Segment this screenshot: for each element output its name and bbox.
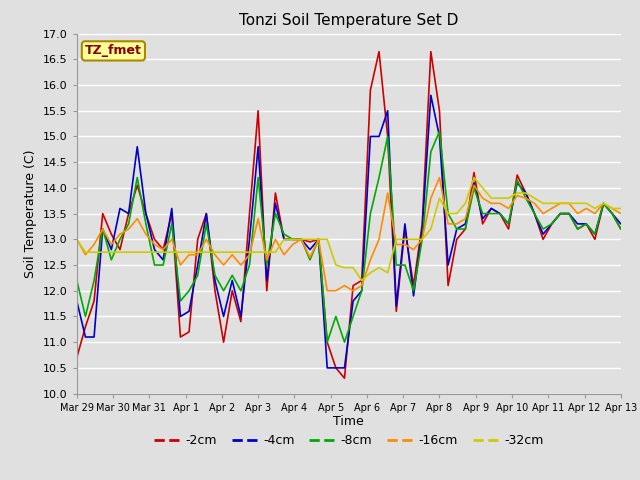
-32cm [358, 277, 365, 283]
-4cm [444, 262, 452, 268]
-2cm [142, 211, 150, 216]
-8cm [349, 313, 357, 319]
Title: Tonzi Soil Temperature Set D: Tonzi Soil Temperature Set D [239, 13, 458, 28]
-16cm [384, 190, 392, 196]
-8cm [436, 129, 444, 134]
-16cm [444, 221, 452, 227]
Line: -32cm: -32cm [77, 178, 621, 280]
Line: -4cm: -4cm [77, 96, 621, 368]
Y-axis label: Soil Temperature (C): Soil Temperature (C) [24, 149, 38, 278]
-16cm [298, 237, 305, 242]
-32cm [470, 175, 478, 180]
-32cm [617, 205, 625, 211]
-16cm [617, 211, 625, 216]
-32cm [384, 270, 392, 276]
-2cm [375, 49, 383, 55]
-16cm [427, 195, 435, 201]
-8cm [444, 211, 452, 216]
-16cm [349, 288, 357, 294]
-16cm [323, 288, 331, 294]
-4cm [349, 298, 357, 304]
-2cm [444, 283, 452, 288]
X-axis label: Time: Time [333, 415, 364, 429]
-4cm [436, 133, 444, 139]
-8cm [323, 339, 331, 345]
-16cm [142, 231, 150, 237]
-2cm [349, 283, 357, 288]
-32cm [340, 264, 348, 270]
Line: -16cm: -16cm [77, 178, 621, 291]
-2cm [617, 226, 625, 232]
-16cm [73, 237, 81, 242]
-8cm [298, 237, 305, 242]
Text: TZ_fmet: TZ_fmet [85, 44, 142, 58]
-32cm [427, 226, 435, 232]
-8cm [384, 133, 392, 139]
-8cm [73, 277, 81, 283]
-4cm [298, 237, 305, 242]
-2cm [298, 237, 305, 242]
-4cm [142, 211, 150, 216]
Line: -2cm: -2cm [77, 52, 621, 378]
-4cm [617, 221, 625, 227]
-2cm [392, 309, 400, 314]
-8cm [617, 226, 625, 232]
-32cm [142, 249, 150, 255]
-4cm [73, 298, 81, 304]
-4cm [384, 108, 392, 114]
-32cm [73, 237, 81, 242]
-16cm [436, 175, 444, 180]
-4cm [323, 365, 331, 371]
Line: -8cm: -8cm [77, 132, 621, 342]
-32cm [436, 195, 444, 201]
-4cm [427, 93, 435, 98]
-2cm [436, 108, 444, 114]
-32cm [298, 237, 305, 242]
-2cm [340, 375, 348, 381]
Legend: -2cm, -4cm, -8cm, -16cm, -32cm: -2cm, -4cm, -8cm, -16cm, -32cm [149, 429, 548, 452]
-2cm [73, 355, 81, 360]
-8cm [427, 149, 435, 155]
-8cm [142, 221, 150, 227]
